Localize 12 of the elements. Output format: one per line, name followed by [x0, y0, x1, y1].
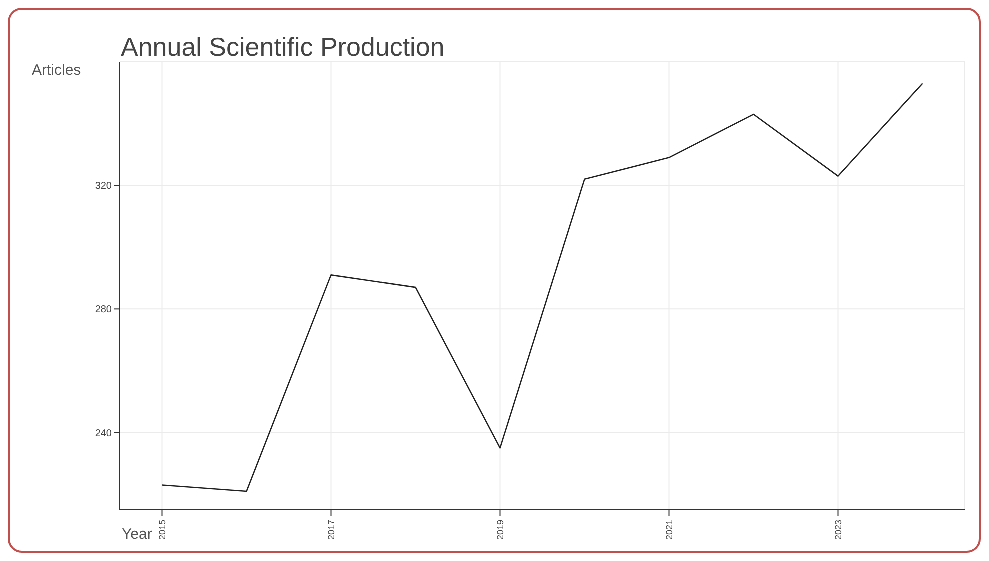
x-tick-label: 2023: [833, 520, 844, 540]
y-axis-title: Articles: [32, 62, 82, 79]
x-axis-title: Year: [122, 526, 152, 543]
x-tick-label: 2019: [495, 520, 506, 540]
chart-title: Annual Scientific Production: [121, 32, 445, 63]
line-series: [162, 82, 924, 492]
x-tick-label: 2015: [157, 520, 168, 540]
y-tick-label: 240: [95, 428, 112, 440]
x-tick-label: 2021: [664, 520, 674, 540]
y-tick-label: 280: [95, 304, 112, 316]
x-tick-label: 2017: [326, 520, 336, 540]
y-tick-label: 320: [95, 181, 112, 192]
